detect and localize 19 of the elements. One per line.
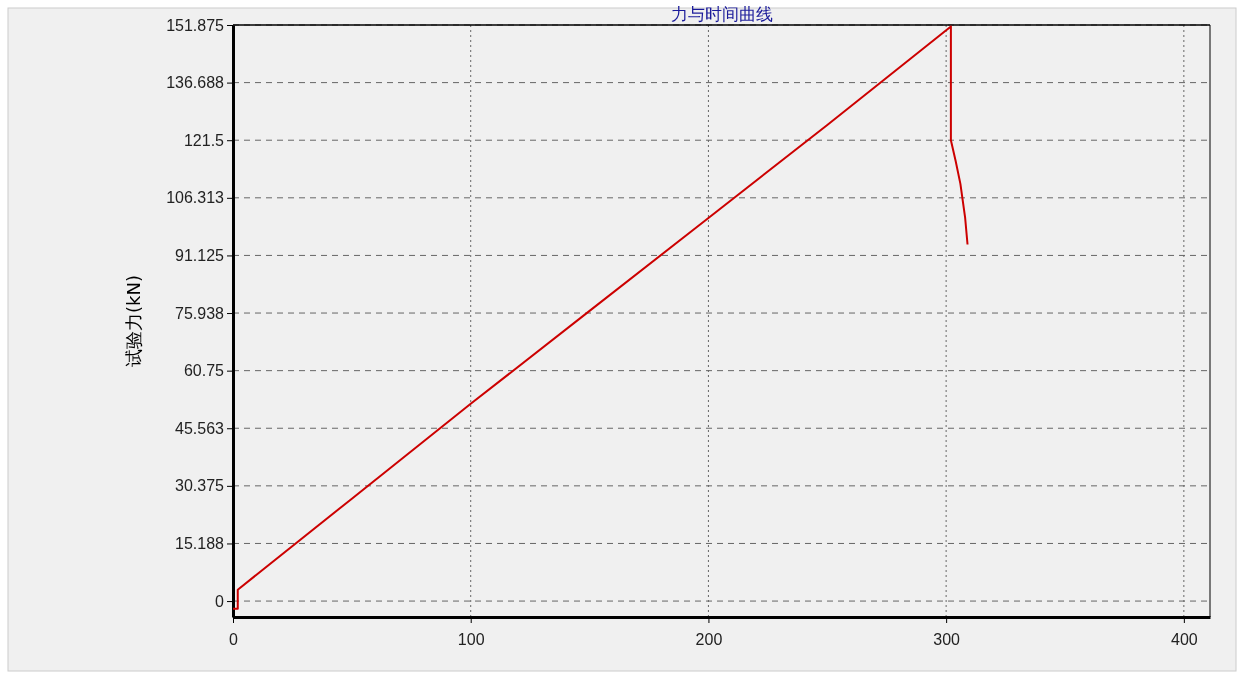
y-tick-label: 15.188	[175, 535, 225, 553]
y-tick-label: 91.125	[175, 247, 225, 265]
y-tick-label: 136.688	[166, 74, 225, 92]
y-tick-label: 106.313	[166, 189, 225, 207]
y-tick-label: 30.375	[175, 477, 225, 495]
y-tick-label: 75.938	[175, 304, 225, 322]
y-tick-label: 121.5	[183, 131, 225, 149]
y-tick-label: 151.875	[166, 16, 225, 34]
y-tick-label: 0	[215, 592, 225, 610]
line-series	[232, 25, 969, 610]
chart-title: 力与时间曲线	[670, 4, 773, 24]
x-tick-label: 300	[933, 631, 961, 649]
x-tick-label: 0	[229, 631, 239, 649]
y-tick-label: 60.75	[183, 362, 225, 380]
x-tick-label: 100	[457, 631, 485, 649]
x-tick-label: 200	[695, 631, 723, 649]
x-tick-label: 400	[1171, 631, 1198, 649]
y-tick-label: 45.563	[175, 419, 225, 437]
y-axis-title: 试验力(kN)	[123, 275, 144, 367]
